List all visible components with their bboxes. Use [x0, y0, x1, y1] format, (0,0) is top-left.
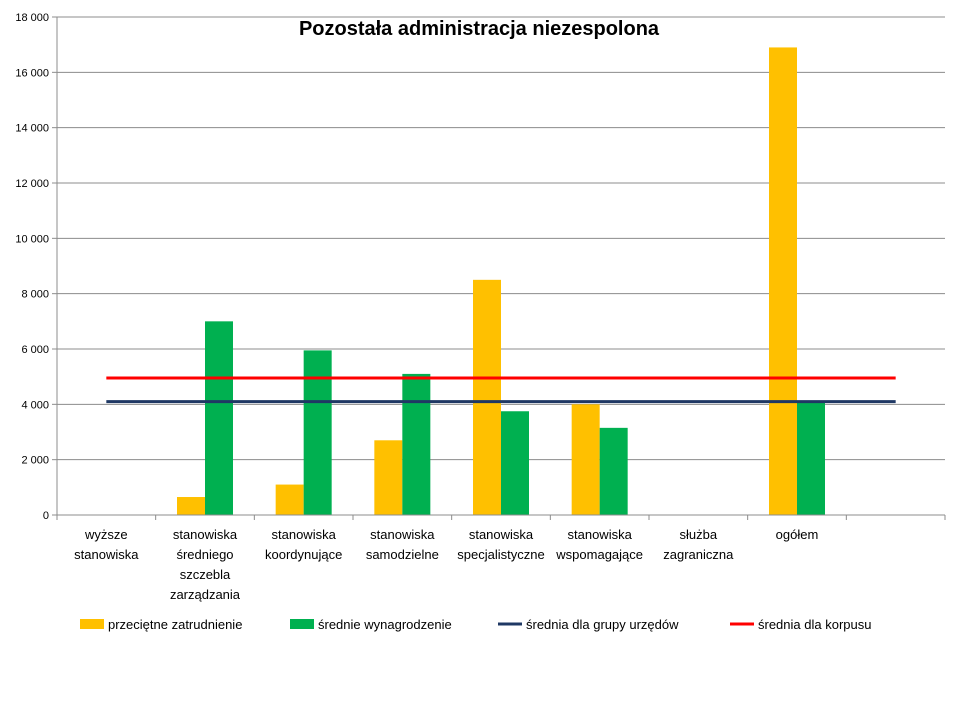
y-tick-label: 14 000 — [15, 123, 49, 135]
x-category-label: stanowiska wspomagające — [555, 527, 643, 562]
category-labels: wyższe stanowiska stanowiska średniego szcze… — [74, 527, 819, 602]
y-tick-labels: 0 2 000 4 000 6 000 8 000 10 000 12 000 14 000 1… — [15, 12, 49, 522]
axes — [52, 16, 946, 520]
bar-salary — [205, 321, 233, 515]
y-tick-label: 4 000 — [21, 399, 49, 411]
bar-employment — [571, 404, 600, 515]
x-category-label: stanowiska średniego szczebla zarządzania — [170, 527, 241, 602]
bar-salary — [797, 401, 825, 515]
legend-swatch — [80, 619, 104, 629]
bar-employment — [473, 279, 501, 515]
bar-employment — [275, 484, 304, 515]
legend: przeciętne zatrudnienie średnie wynagrodz… — [80, 617, 871, 632]
y-tick-label: 6 000 — [21, 344, 49, 356]
x-category-label: wyższe stanowiska — [74, 527, 139, 562]
y-tick-label: 12 000 — [15, 178, 49, 190]
bar-salary — [303, 350, 332, 515]
x-category-label: stanowiska samodzielne — [366, 527, 439, 562]
average-lines — [106, 376, 896, 404]
x-category-label: ogółem — [776, 527, 819, 542]
y-tick-label: 10 000 — [15, 233, 49, 245]
y-tick-label: 2 000 — [21, 455, 49, 467]
x-category-label: stanowiska specjalistyczne — [457, 527, 544, 562]
legend-label: średnia dla korpusu — [758, 617, 871, 632]
bar-employment — [769, 47, 797, 515]
x-category-label: stanowiska koordynujące — [265, 527, 342, 562]
y-tick-label: 0 — [43, 510, 49, 522]
bar-salary — [501, 411, 529, 515]
y-tick-label: 16 000 — [15, 67, 49, 79]
bars — [177, 47, 825, 515]
bar-salary — [402, 373, 431, 515]
chart-title: Pozostała administracja niezespolona — [299, 18, 660, 40]
bar-employment — [374, 440, 403, 515]
legend-label: średnie wynagrodzenie — [318, 617, 452, 632]
x-category-label: służba zagraniczna — [663, 527, 734, 562]
bar-salary — [599, 427, 628, 515]
bar-employment — [177, 497, 205, 515]
y-tick-label: 18 000 — [15, 12, 49, 24]
y-tick-label: 8 000 — [21, 289, 49, 301]
legend-swatch — [290, 619, 314, 629]
legend-label: średnia dla grupy urzędów — [526, 617, 679, 632]
legend-label: przeciętne zatrudnienie — [108, 617, 242, 632]
